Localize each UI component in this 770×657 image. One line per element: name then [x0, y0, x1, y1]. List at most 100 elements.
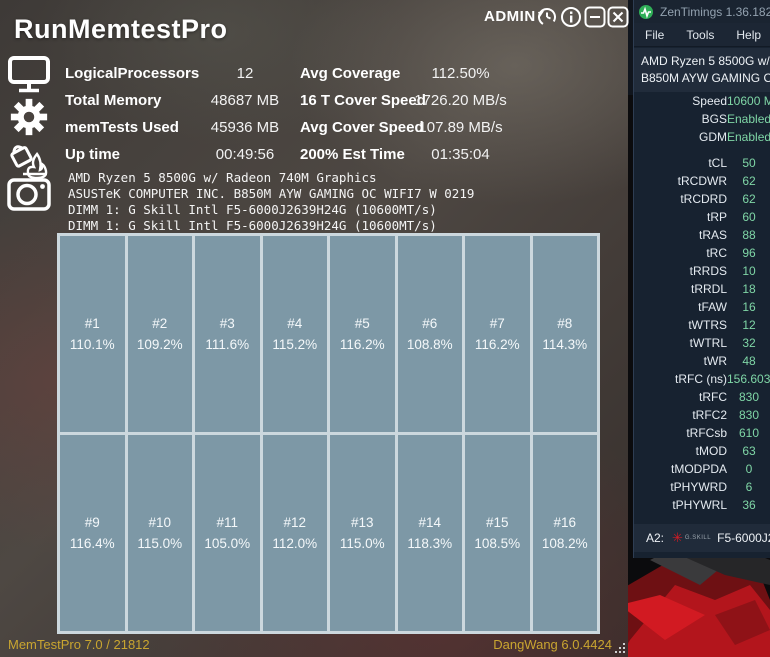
zt-cpu-line: AMD Ryzen 5 8500G w/ R — [641, 54, 770, 68]
stat-value-16t-cover-speed: 1726.20 MB/s — [414, 92, 507, 109]
memtest-grid: #1 110.1% #2 109.2% #3 111.6% #4 115.2% #5 11… — [57, 233, 600, 634]
stat-value-avg-cover-speed: 107.89 MB/s — [418, 119, 503, 136]
admin-badge: ADMIN — [484, 8, 536, 25]
app-title: RunMemtestPro — [14, 14, 228, 44]
cell-coverage: 111.6% — [205, 337, 250, 352]
cell-id: #4 — [287, 316, 303, 331]
slot-a2-label: A2: — [646, 531, 665, 545]
timing-row-trp: tRP 60 — [706, 210, 756, 224]
timing-row-trfc-ns: tRFC (ns)156.6038 — [675, 372, 770, 386]
monitor-icon[interactable] — [7, 56, 51, 94]
screenshot-camera-icon[interactable] — [7, 176, 51, 212]
runmemtestpro-window: RunMemtestPro ADMIN — [0, 0, 629, 657]
memtest-cell-15[interactable]: #15 108.5% — [465, 435, 530, 631]
memtest-cell-13[interactable]: #13 115.0% — [330, 435, 395, 631]
dimm-slot-row: A2: ✳ G.SKILL F5-6000J263 — [634, 524, 770, 552]
settings-gear-icon[interactable] — [7, 96, 51, 138]
cell-coverage: 114.3% — [542, 337, 588, 352]
statusbar-version: MemTestPro 7.0 / 21812 — [8, 637, 150, 652]
timing-row-tphywrd: tPHYWRD 6 — [670, 480, 753, 494]
cell-id: #10 — [148, 515, 172, 530]
cell-id: #14 — [418, 515, 442, 530]
dimm1-line: DIMM 1: G Skill Intl F5-6000J2639H24G (1… — [68, 202, 437, 217]
cell-coverage: 110.1% — [69, 337, 115, 352]
memtest-cell-3[interactable]: #3 111.6% — [195, 236, 260, 432]
memtest-cell-6[interactable]: #6 108.8% — [397, 236, 462, 432]
timing-row-trrdl: tRRDL 18 — [690, 282, 756, 296]
menu-help[interactable]: Help — [736, 27, 762, 42]
cell-coverage: 105.0% — [204, 536, 251, 551]
memtest-cell-10[interactable]: #10 115.0% — [127, 435, 192, 631]
timing-row-trcdwr: tRCDWR 62 — [677, 174, 756, 188]
zentimings-titlebar[interactable]: ZenTimings 1.36.182 — [634, 0, 770, 23]
cell-id: #1 — [84, 316, 100, 331]
timing-row-tphywrl: tPHYWRL 36 — [672, 498, 756, 512]
menu-file[interactable]: File — [645, 27, 665, 42]
memtest-cell-4[interactable]: #4 115.2% — [262, 236, 327, 432]
info-icon[interactable] — [560, 6, 582, 28]
memtest-cell-16[interactable]: #16 108.2% — [532, 435, 597, 631]
cell-id: #5 — [354, 316, 370, 331]
cell-coverage: 108.5% — [474, 536, 521, 551]
cell-coverage: 109.2% — [136, 337, 183, 352]
memtest-cell-9[interactable]: #9 116.4% — [60, 435, 125, 631]
stat-label-logical-processors: LogicalProcessors — [65, 65, 200, 82]
menu-tools[interactable]: Tools — [686, 27, 715, 42]
history-icon[interactable] — [536, 6, 558, 28]
gskill-logo: ✳ G.SKILL — [672, 530, 712, 545]
timing-row-trfc2: tRFC2 830 — [692, 408, 760, 422]
cell-coverage: 115.0% — [137, 536, 183, 551]
timing-row-trcdrd: tRCDRD 62 — [680, 192, 756, 206]
stat-value-total-memory: 48687 MB — [210, 92, 280, 109]
cell-coverage: 112.0% — [272, 536, 318, 551]
zt-board-line: B850M AYW GAMING OC — [641, 71, 770, 85]
gskill-star-icon: ✳ — [672, 530, 683, 545]
system-info: AMD Ryzen 5 8500G w/ Radeon 740M Graphic… — [68, 170, 474, 234]
timing-row-tras: tRAS 88 — [698, 228, 756, 242]
stat-label-200pct-est-time: 200% Est Time — [300, 146, 405, 163]
memtest-cell-11[interactable]: #11 105.0% — [195, 435, 260, 631]
memtest-cell-1[interactable]: #1 110.1% — [60, 236, 125, 432]
stat-value-memtests-used: 45936 MB — [210, 119, 280, 136]
timing-row-trrds: tRRDS 10 — [689, 264, 756, 278]
cell-id: #12 — [283, 515, 307, 530]
timing-group-gap — [634, 146, 770, 154]
memtest-cell-12[interactable]: #12 112.0% — [262, 435, 327, 631]
zentimings-title: ZenTimings 1.36.182 — [660, 4, 770, 19]
cell-id: #6 — [422, 316, 438, 331]
timing-row-twr: tWR 48 — [703, 354, 756, 368]
cell-id: #3 — [219, 316, 235, 331]
timing-row-tcl: tCL 50 — [708, 156, 756, 170]
memtest-cell-14[interactable]: #14 118.3% — [397, 435, 462, 631]
cpu-line: AMD Ryzen 5 8500G w/ Radeon 740M Graphic… — [68, 170, 377, 185]
cell-coverage: 116.2% — [339, 337, 385, 352]
minimize-icon[interactable] — [584, 6, 606, 28]
slot-a2-module: F5-6000J263 — [717, 531, 770, 545]
timing-row-trfc: tRFC 830 — [699, 390, 760, 404]
memtest-cell-2[interactable]: #2 109.2% — [127, 236, 192, 432]
timing-row-tmodpda: tMODPDA 0 — [670, 462, 753, 476]
memtest-cell-8[interactable]: #8 114.3% — [532, 236, 597, 432]
memtest-cell-7[interactable]: #7 116.2% — [465, 236, 530, 432]
cell-coverage: 115.0% — [339, 536, 385, 551]
close-icon[interactable] — [607, 6, 629, 28]
timing-row-bgs: BGS Enabled — [701, 112, 770, 126]
zentimings-menubar: File Tools Help — [634, 23, 770, 47]
cell-coverage: 118.3% — [407, 536, 453, 551]
burn-in-test-icon[interactable] — [7, 140, 51, 180]
stat-value-logical-processors: 12 — [236, 65, 254, 82]
cell-coverage: 108.2% — [541, 536, 588, 551]
stat-label-16t-cover-speed: 16 T Cover Speed — [300, 92, 426, 109]
cell-coverage: 115.2% — [272, 337, 318, 352]
memtest-cell-5[interactable]: #5 116.2% — [330, 236, 395, 432]
stat-label-avg-cover-speed: Avg Cover Speed — [300, 119, 424, 136]
resize-grip[interactable] — [614, 642, 626, 654]
timing-row-gdm: GDM Enabled — [699, 130, 770, 144]
stat-label-memtests-used: memTests Used — [65, 119, 179, 136]
stat-value-avg-coverage: 112.50% — [431, 65, 490, 82]
timing-row-trfcsb: tRFCsb 610 — [686, 426, 760, 440]
cell-id: #8 — [557, 316, 573, 331]
timing-row-twtrs: tWTRS 12 — [688, 318, 756, 332]
